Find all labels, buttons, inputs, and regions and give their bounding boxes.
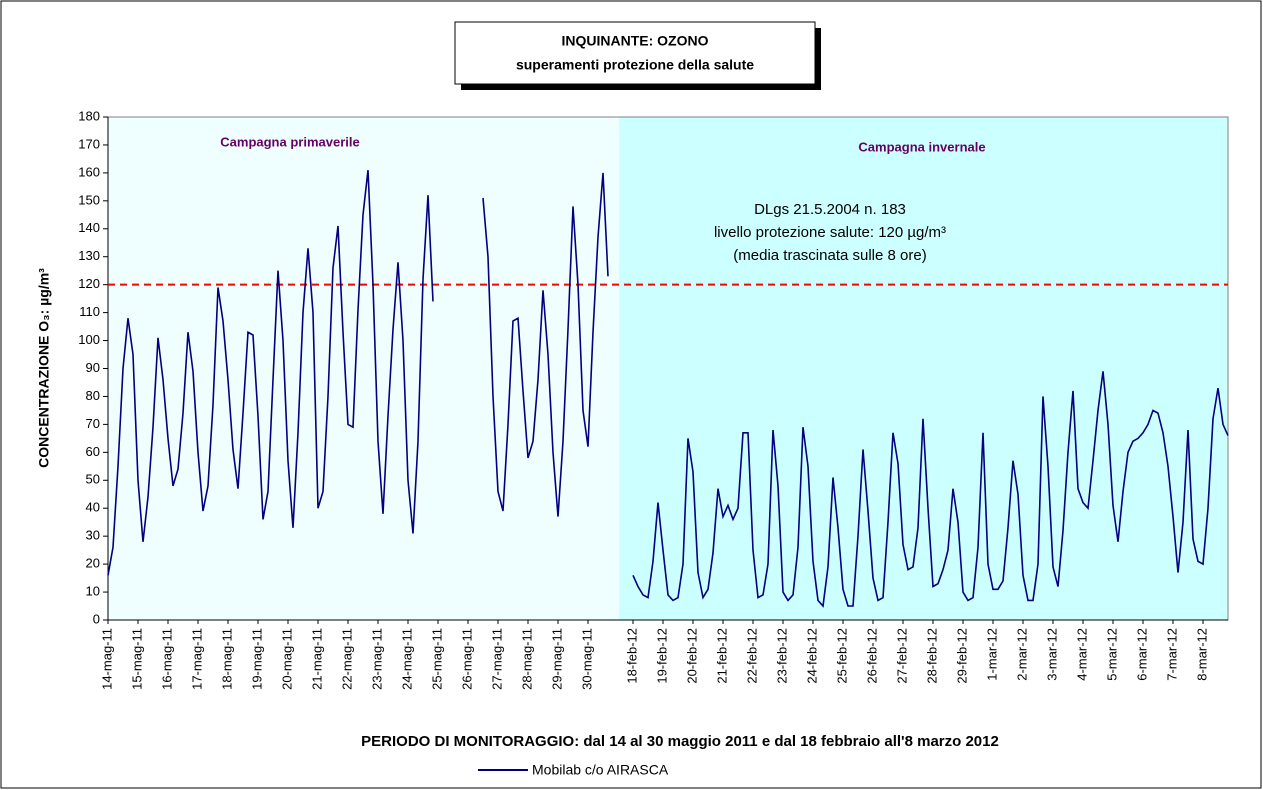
- x-tick-label: 22-mag-11: [339, 628, 354, 690]
- x-tick-label: 23-mag-11: [369, 628, 384, 690]
- x-tick-label: 22-feb-12: [744, 628, 759, 684]
- x-tick-label: 21-mag-11: [309, 628, 324, 690]
- plot-area: 0 10 20 30 40 50 60 70 80 90 100 110 120 130 140 150 160…: [78, 108, 1229, 690]
- y-axis-label: CONCENTRAZIONE O₃: µg/m³: [36, 268, 52, 468]
- x-tick-label: 19-mag-11: [249, 628, 264, 690]
- x-tick-label: 26-feb-12: [864, 628, 879, 684]
- y-tick-label: 110: [79, 304, 100, 319]
- x-tick-label: 28-mag-11: [519, 628, 534, 690]
- y-tick-label: 80: [86, 388, 100, 403]
- x-tick-label: 25-feb-12: [834, 628, 849, 684]
- x-tick-label: 4-mar-12: [1074, 628, 1089, 681]
- region: [108, 117, 619, 620]
- region: [619, 117, 1228, 620]
- y-tick-label: 170: [78, 136, 100, 151]
- x-tick-label: 7-mar-12: [1164, 628, 1179, 681]
- y-tick-label: 140: [78, 220, 100, 235]
- title: superamenti protezione della salute: [516, 57, 754, 73]
- x-tick-label: 26-mag-11: [459, 628, 474, 690]
- x-tick-label: 20-mag-11: [279, 628, 294, 690]
- annotation: livello protezione salute: 120 µg/m³: [714, 224, 946, 241]
- y-tick-label: 60: [86, 444, 100, 459]
- y-tick-label: 40: [86, 500, 100, 515]
- x-tick-label: 3-mar-12: [1044, 628, 1059, 681]
- x-tick-label: 19-feb-12: [654, 628, 669, 684]
- x-tick-label: 1-mar-12: [984, 628, 999, 681]
- x-tick-label: 18-feb-12: [624, 628, 639, 684]
- y-tick-label: 10: [86, 583, 100, 598]
- x-tick-label: 5-mar-12: [1104, 628, 1119, 681]
- x-tick-label: 21-feb-12: [714, 628, 729, 684]
- x-tick-label: 14-mag-11: [99, 628, 114, 690]
- title: INQUINANTE: OZONO: [562, 33, 709, 49]
- x-axis-label: PERIODO DI MONITORAGGIO: dal 14 al 30 ma…: [361, 733, 999, 750]
- x-tick-label: 17-mag-11: [189, 628, 204, 690]
- x-tick-label: 29-feb-12: [954, 628, 969, 684]
- x-tick-label: 15-mag-11: [129, 628, 144, 690]
- x-tick-label: 30-mag-11: [579, 628, 594, 690]
- x-tick-label: 20-feb-12: [684, 628, 699, 684]
- x-tick-label: 28-feb-12: [924, 628, 939, 684]
- y-tick-label: 160: [78, 164, 100, 179]
- series-line: [107, 170, 1229, 608]
- y-tick-label: 100: [78, 332, 100, 347]
- x-tick-label: 25-mag-11: [429, 628, 444, 690]
- annotation: DLgs 21.5.2004 n. 183: [754, 201, 906, 218]
- x-tick-label: 24-mag-11: [399, 628, 414, 690]
- y-tick-label: 130: [78, 248, 100, 263]
- x-tick-label: 8-mar-12: [1194, 628, 1209, 681]
- y-tick-label: 180: [78, 108, 100, 123]
- legend-label: Mobilab c/o AIRASCA: [532, 762, 669, 778]
- x-tick-label: 23-feb-12: [774, 628, 789, 684]
- y-tick-label: 20: [86, 556, 100, 571]
- x-tick-label: 27-feb-12: [894, 628, 909, 684]
- y-tick-label: 150: [78, 192, 100, 207]
- x-tick-label: 2-mar-12: [1014, 628, 1029, 681]
- annotation: Campagna invernale: [858, 139, 985, 154]
- y-tick-label: 70: [86, 416, 100, 431]
- annotation: (media trascinata sulle 8 ore): [733, 247, 926, 264]
- y-tick-label: 30: [86, 528, 100, 543]
- title-box: [454, 21, 816, 85]
- y-tick-label: 0: [93, 611, 100, 626]
- x-tick-label: 16-mag-11: [159, 628, 174, 690]
- x-tick-label: 6-mar-12: [1134, 628, 1149, 681]
- x-tick-label: 29-mag-11: [549, 628, 564, 690]
- y-tick-label: 120: [78, 276, 100, 291]
- y-tick-label: 50: [86, 472, 100, 487]
- x-tick-label: 24-feb-12: [804, 628, 819, 684]
- y-tick-label: 90: [86, 360, 100, 375]
- x-tick-label: 18-mag-11: [219, 628, 234, 690]
- annotation: Campagna primaverile: [220, 134, 359, 149]
- x-tick-label: 27-mag-11: [489, 628, 504, 690]
